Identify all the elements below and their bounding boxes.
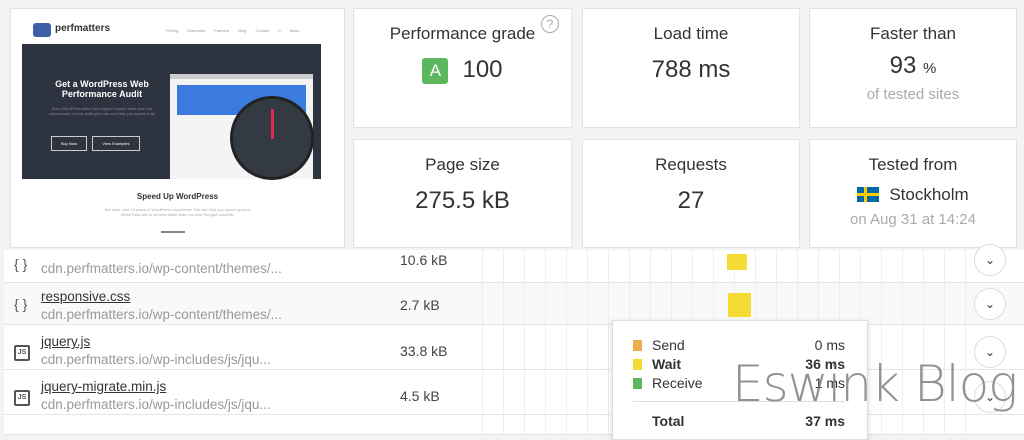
faster-than-card: Faster than 93 % of tested sites bbox=[809, 8, 1017, 128]
timing-tooltip: Send 0 ms Wait 36 ms Receive 1 ms Total 37 m… bbox=[612, 320, 868, 440]
table-row[interactable] bbox=[4, 415, 1024, 435]
requests-card: Requests 27 bbox=[582, 139, 800, 248]
waterfall-grid bbox=[482, 283, 972, 324]
speedometer-icon bbox=[230, 96, 314, 180]
load-time-card: Load time 788 ms bbox=[582, 8, 800, 128]
waterfall-bar[interactable] bbox=[727, 254, 747, 270]
expand-button[interactable]: ⌄ bbox=[974, 336, 1006, 368]
css-icon: { } bbox=[14, 296, 28, 312]
js-icon: JS bbox=[14, 390, 30, 406]
expand-button[interactable]: ⌄ bbox=[974, 288, 1006, 320]
waterfall-bar[interactable] bbox=[728, 293, 751, 317]
send-swatch bbox=[633, 340, 642, 351]
page-size-card: Page size 275.5 kB bbox=[353, 139, 572, 248]
js-icon: JS bbox=[14, 345, 30, 361]
watermark: Eswink Blog bbox=[732, 355, 1018, 413]
site-screenshot: perfmatters Pricing Examples Partners Bl… bbox=[10, 8, 345, 248]
expand-button[interactable]: ⌄ bbox=[974, 244, 1006, 276]
file-link[interactable]: jquery.js bbox=[41, 334, 91, 349]
performance-grade-card: ? Performance grade A 100 bbox=[353, 8, 572, 128]
receive-swatch bbox=[633, 378, 642, 389]
preview-hero: Get a WordPress Web Performance Audit Sl… bbox=[22, 44, 321, 180]
preview-nav: Pricing Examples Partners Blog Contact 0… bbox=[166, 28, 300, 33]
table-row[interactable]: { } cdn.perfmatters.io/wp-content/themes… bbox=[4, 244, 1024, 283]
expand-button[interactable]: ⌄ bbox=[974, 381, 1006, 413]
css-icon: { } bbox=[14, 256, 28, 272]
help-icon[interactable]: ? bbox=[541, 15, 559, 33]
file-link[interactable]: jquery-migrate.min.js bbox=[41, 379, 167, 394]
grade-badge: A bbox=[422, 57, 449, 84]
sweden-flag-icon bbox=[857, 187, 880, 202]
preview-logo: perfmatters bbox=[55, 23, 111, 34]
wait-swatch bbox=[633, 359, 642, 370]
tested-from-card: Tested from Stockholm on Aug 31 at 14:24 bbox=[809, 139, 1017, 248]
file-link[interactable]: responsive.css bbox=[41, 289, 131, 304]
table-row[interactable]: { } responsive.css cdn.perfmatters.io/wp… bbox=[4, 283, 1024, 325]
logo-icon bbox=[33, 23, 51, 37]
